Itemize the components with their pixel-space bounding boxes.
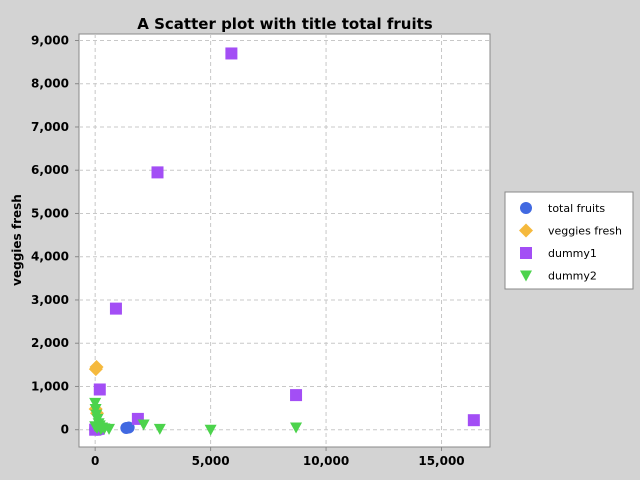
legend-marker-circle [520,202,532,214]
legend-marker-diamond [519,223,533,238]
legend: total fruits veggies fresh dummy1 dummy2 [504,191,634,290]
data-point-triangle-down [103,423,116,435]
y-tick-label: 3,000 [31,293,69,307]
data-point-triangle-down [153,423,166,435]
data-point-triangle-down [89,403,102,415]
data-point-square [225,47,238,60]
points-layer [88,47,480,436]
x-tick-label: 5,000 [192,454,230,468]
y-tick-label: 5,000 [31,206,69,220]
grid-layer [79,34,490,447]
legend-label: veggies fresh [548,225,622,238]
legend-label: dummy1 [548,247,597,260]
x-tick-label: 0 [91,454,99,468]
y-tick-label: 2,000 [31,336,69,350]
data-point-square [93,383,106,396]
axis-ticks: 0 5,000 10,000 15,000 0 1,000 2,000 3,000 4,000 5… [31,33,465,468]
data-point-triangle-down [204,424,217,436]
legend-label: dummy2 [548,270,597,283]
chart-title: A Scatter plot with title total fruits [137,15,432,33]
data-point-square [290,389,303,402]
y-tick-label: 1,000 [31,379,69,393]
legend-label: total fruits [548,202,605,215]
legend-marker-triangle-down [520,270,532,282]
x-tick-label: 15,000 [418,454,464,468]
y-tick-label: 9,000 [31,33,69,47]
y-tick-label: 0 [61,423,69,437]
data-point-square [109,302,122,315]
data-point-diamond [89,359,104,374]
y-tick-label: 4,000 [31,250,69,264]
data-point-triangle-down [290,422,303,434]
x-tick-label: 10,000 [303,454,349,468]
data-point-triangle-down [137,419,150,431]
y-tick-label: 8,000 [31,77,69,91]
data-point-triangle-down [89,397,102,409]
data-point-square [467,414,480,427]
data-point-circle [122,421,135,434]
plot-area [78,33,491,448]
data-point-square [151,166,164,179]
legend-items: total fruits veggies fresh dummy1 dummy2 [519,202,622,283]
y-axis-label: veggies fresh [10,194,24,286]
y-tick-label: 6,000 [31,163,69,177]
data-point-triangle-down [94,424,107,436]
legend-marker-square [520,247,532,259]
y-tick-label: 7,000 [31,120,69,134]
